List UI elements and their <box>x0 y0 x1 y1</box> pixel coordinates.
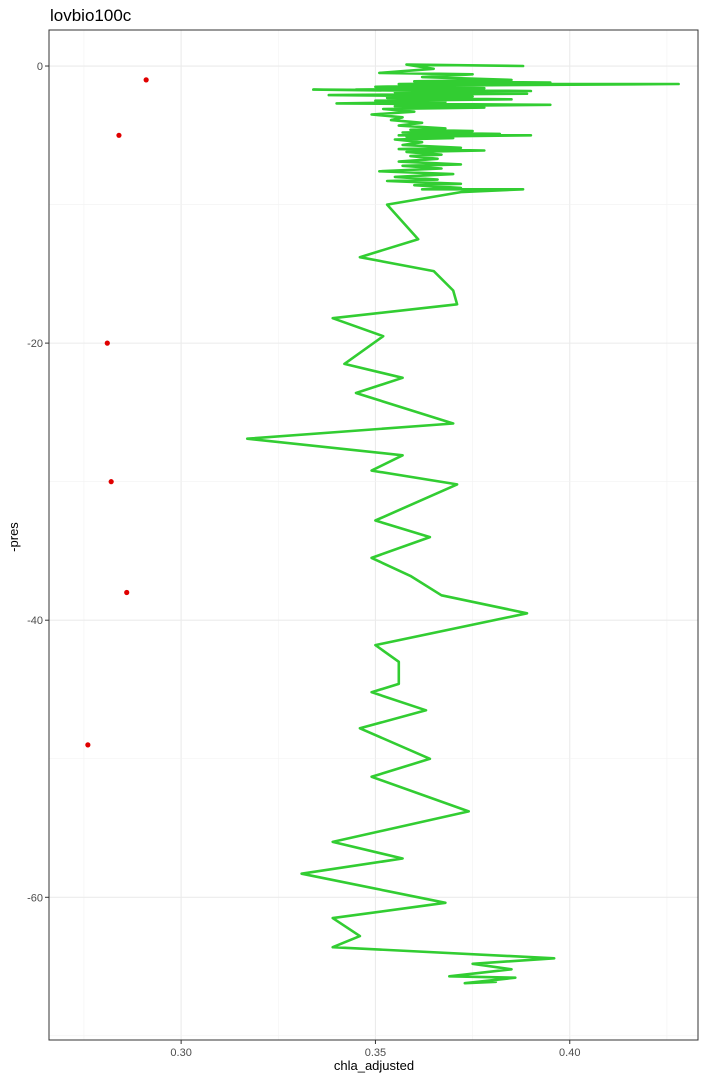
series-line-0 <box>245 63 680 985</box>
y-tick-label: -40 <box>27 615 43 627</box>
x-tick-label: 0.35 <box>365 1047 386 1059</box>
chart-title: lovbio100c <box>50 6 132 25</box>
data-point <box>143 77 149 83</box>
x-tick-label: 0.30 <box>170 1047 191 1059</box>
data-point <box>104 340 110 346</box>
y-tick-label: -60 <box>27 892 43 904</box>
data-point <box>85 742 91 748</box>
plot-series <box>85 63 680 985</box>
y-axis-title: -pres <box>6 522 21 552</box>
panel-border <box>48 29 699 1041</box>
y-tick-label: -20 <box>27 338 43 350</box>
data-point <box>124 589 130 596</box>
data-point <box>108 479 114 485</box>
x-axis-title: chla_adjusted <box>334 1058 414 1073</box>
x-tick-label: 0.40 <box>559 1047 580 1059</box>
data-point <box>116 132 122 138</box>
y-tick-label: 0 <box>37 61 43 73</box>
axis-ticks: 0.30 0.35 0.40 0 -20 -40 -60 <box>27 61 580 1059</box>
